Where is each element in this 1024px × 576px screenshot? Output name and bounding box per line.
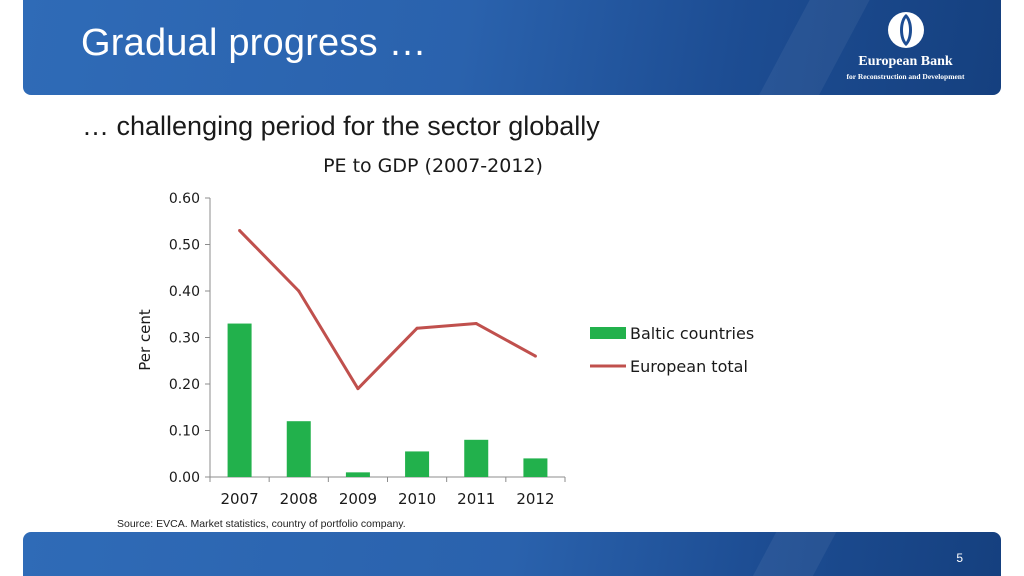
- line-point-2011: [474, 322, 478, 326]
- legend: Baltic countries European total: [590, 324, 754, 376]
- y-tick-label: 0.10: [169, 424, 200, 440]
- line-point-2008: [297, 289, 301, 293]
- chart-title: PE to GDP (2007-2012): [323, 155, 543, 177]
- bar-2008: [286, 421, 311, 477]
- ebrd-logo: European Bank for Reconstruction and Dev…: [818, 10, 993, 90]
- x-tick-label: 2009: [339, 490, 377, 508]
- line-point-2010: [415, 326, 419, 330]
- slide-title: Gradual progress …: [81, 22, 427, 64]
- slide-subtitle: … challenging period for the sector glob…: [82, 111, 600, 141]
- european-total-line: [238, 229, 537, 391]
- bar-2011: [464, 439, 489, 477]
- y-tick-label: 0.60: [169, 191, 200, 207]
- bar-2012: [523, 458, 548, 477]
- ebrd-logo-icon: [887, 12, 924, 48]
- x-tick-label: 2010: [398, 490, 436, 508]
- y-axis: 0.00 0.10 0.20 0.30 0.40 0.50 0.60: [169, 191, 211, 486]
- bar-2009: [345, 472, 370, 477]
- legend-label-european: European total: [630, 357, 748, 376]
- pe-to-gdp-chart: PE to GDP (2007-2012) Per cent 0.000.100…: [136, 155, 754, 508]
- bar-series: [227, 323, 548, 477]
- x-tick-label: 2008: [280, 490, 318, 508]
- line-point-2009: [356, 387, 360, 391]
- line-point-2012: [533, 354, 537, 358]
- y-tick-label: 0.00: [169, 470, 200, 486]
- y-tick-label: 0.40: [169, 284, 200, 300]
- y-tick-label: 0.30: [169, 331, 200, 347]
- footer-bar: 5: [23, 532, 1001, 576]
- logo-subname: for Reconstruction and Development: [846, 72, 965, 81]
- logo-name: European Bank: [858, 54, 953, 69]
- y-tick-label: 0.20: [169, 377, 200, 393]
- page-number: 5: [956, 551, 963, 565]
- x-tick-label: 2011: [457, 490, 495, 508]
- y-axis-label: Per cent: [136, 309, 154, 371]
- line-point-2007: [238, 229, 242, 233]
- legend-swatch-baltic: [590, 327, 626, 339]
- x-tick-label: 2012: [516, 490, 554, 508]
- line-series: [238, 229, 537, 391]
- bar-2007: [227, 323, 252, 477]
- header-bar: Gradual progress … European Bank for Rec…: [23, 0, 1001, 95]
- y-tick-label: 0.50: [169, 238, 200, 254]
- x-axis: 2007 2008 2009 2010 2011 2012: [209, 476, 566, 508]
- source-note: Source: EVCA. Market statistics, country…: [117, 518, 406, 530]
- legend-label-baltic: Baltic countries: [630, 324, 754, 343]
- bar-2010: [405, 451, 430, 477]
- x-tick-label: 2007: [220, 490, 258, 508]
